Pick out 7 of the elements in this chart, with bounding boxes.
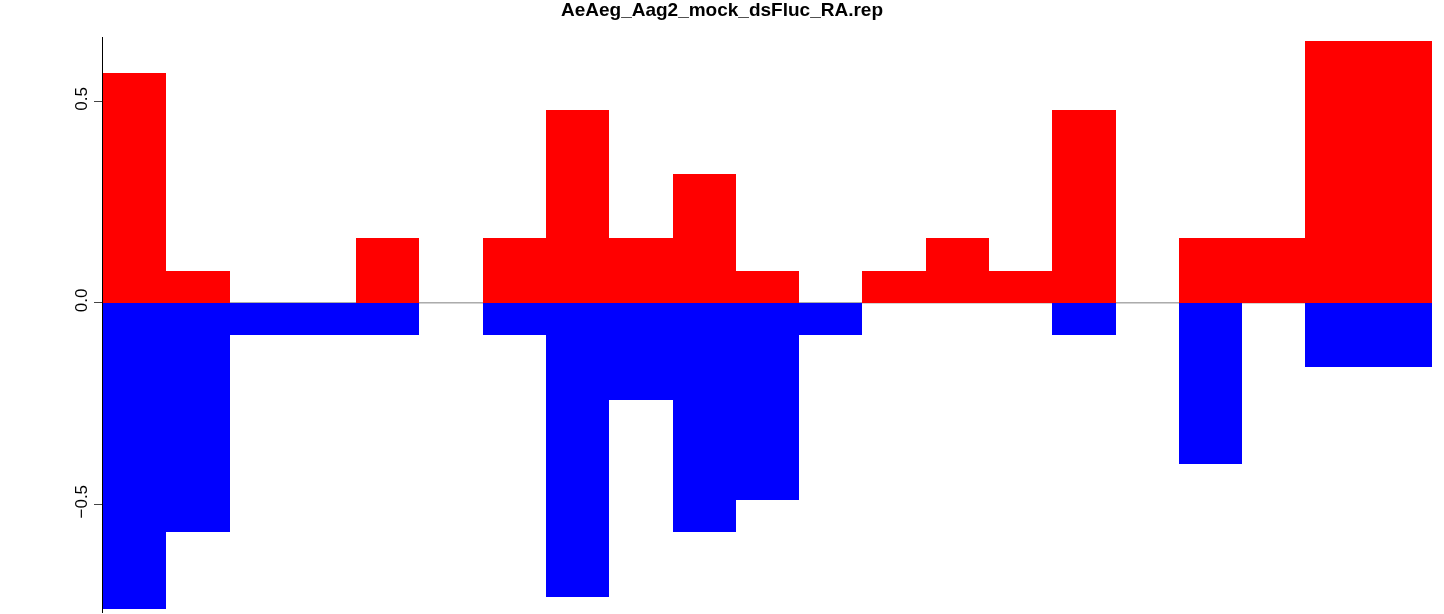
y-tick-label: 0.5: [72, 87, 92, 111]
bar: [356, 238, 419, 303]
bar: [1052, 303, 1116, 335]
y-tick-label: −0.5: [72, 484, 92, 519]
y-tick-label: 0.0: [72, 288, 92, 313]
chart-title: AeAeg_Aag2_mock_dsFluc_RA.rep: [560, 0, 884, 21]
bar: [1179, 303, 1242, 464]
